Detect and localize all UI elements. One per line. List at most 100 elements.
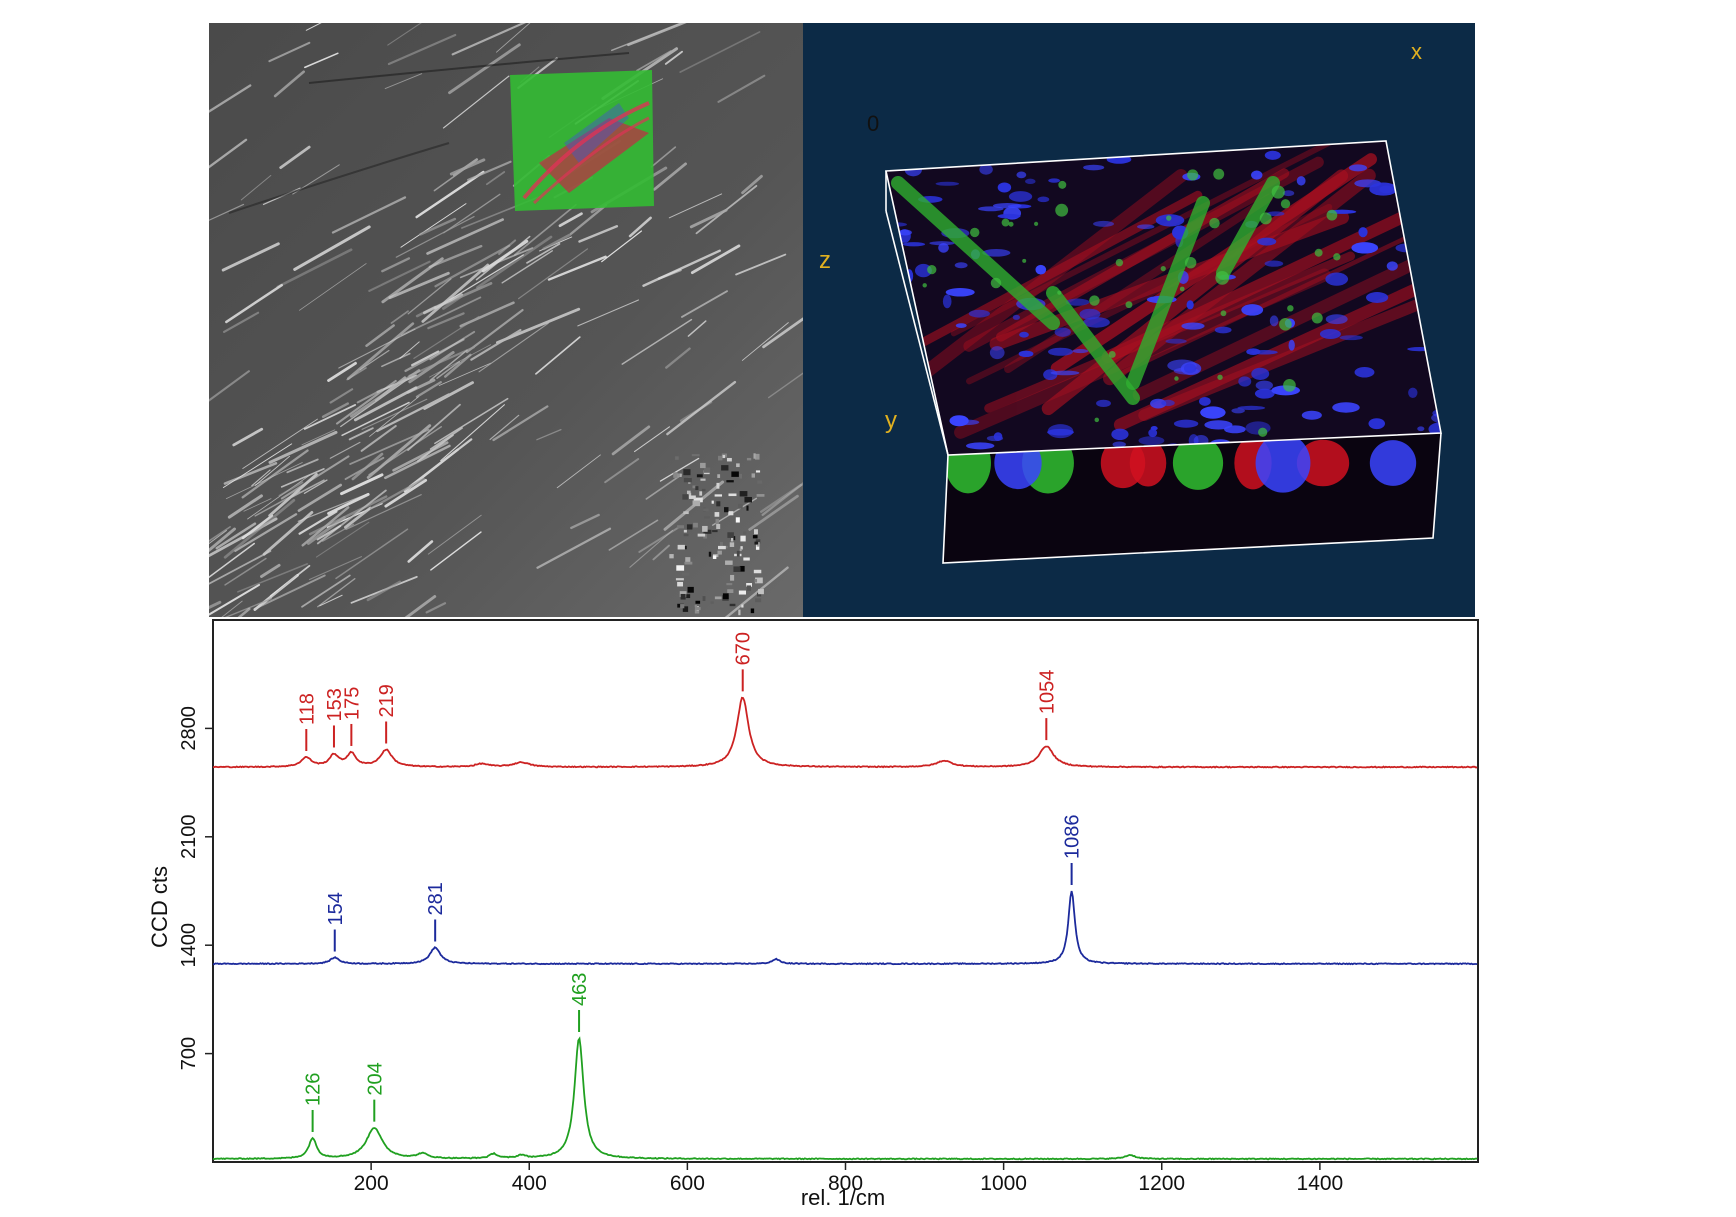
confocal-blue-blob <box>1264 150 1281 160</box>
sem-fiber <box>558 212 583 228</box>
sem-fiber <box>322 523 355 542</box>
confocal-blue-blob <box>1150 426 1158 431</box>
sem-fiber <box>652 544 670 561</box>
peak-label: 1086 <box>1062 814 1084 859</box>
confocal-green-speck <box>1125 301 1133 309</box>
confocal-red-fiber <box>950 141 1429 337</box>
sem-micrograph <box>163 0 835 631</box>
sem-fiber <box>621 318 693 365</box>
x-axis-label: rel. 1/cm <box>801 1185 885 1210</box>
sem-fiber <box>335 528 409 580</box>
sem-texture-speck <box>704 467 711 473</box>
sem-fiber <box>331 196 407 234</box>
sem-texture-speck <box>692 500 701 507</box>
sem-fiber <box>427 514 482 555</box>
sem-texture-speck <box>669 554 674 559</box>
confocal-cross-section-blob <box>1296 439 1350 487</box>
sem-texture-speck <box>716 523 721 529</box>
sem-fiber <box>388 271 450 300</box>
sem-texture-speck <box>710 601 714 604</box>
sem-fiber <box>415 381 442 398</box>
sem-texture-speck <box>730 536 734 542</box>
sem-fiber <box>291 479 325 498</box>
sem-micrograph-image <box>163 0 835 631</box>
sem-fiber <box>408 438 473 488</box>
peak-label: 126 <box>303 1073 325 1106</box>
sem-texture-speck <box>753 569 762 574</box>
sem-texture-speck <box>675 578 684 581</box>
sem-texture-speck <box>758 588 764 595</box>
sem-fiber <box>442 294 464 310</box>
sem-texture-speck <box>703 533 708 539</box>
sem-fiber <box>542 233 572 251</box>
confocal-cross-section-blob <box>1129 439 1167 487</box>
sem-fiber <box>404 338 465 373</box>
sem-texture-speck <box>673 472 678 478</box>
confocal-green-speck <box>1259 212 1272 225</box>
confocal-blue-blob <box>965 442 995 450</box>
sem-texture-speck <box>699 491 703 496</box>
confocal-blue-blob <box>1048 178 1061 183</box>
confocal-green-speck <box>1115 258 1124 267</box>
sem-fiber <box>407 540 434 563</box>
confocal-blue-blob <box>945 288 975 297</box>
sem-fiber <box>298 510 338 535</box>
confocal-blue-blob <box>1237 405 1266 411</box>
sem-fiber <box>451 20 528 56</box>
sem-fiber <box>636 50 672 72</box>
sem-fiber <box>517 248 589 300</box>
confocal-blue-blob <box>1079 308 1101 320</box>
peak-label: 153 <box>324 688 346 721</box>
sem-fiber <box>225 462 303 500</box>
confocal-blue-blob <box>1257 237 1277 246</box>
confocal-blue-blob <box>949 415 969 427</box>
confocal-cross-section-blob <box>1369 440 1417 486</box>
confocal-blue-blob <box>1161 399 1175 407</box>
confocal-blue-blob <box>1369 182 1398 196</box>
confocal-green-speck <box>1174 376 1179 381</box>
sem-fiber <box>395 215 475 258</box>
sem-texture-speck <box>717 550 722 555</box>
confocal-red-fiber <box>1101 141 1441 364</box>
sem-texture-speck <box>687 586 694 593</box>
confocal-blue-blob <box>1296 176 1306 186</box>
sem-fiber <box>526 243 561 264</box>
confocal-blue-blob <box>1096 399 1111 408</box>
peak-label: 154 <box>325 892 347 925</box>
sem-texture-speck <box>739 548 742 552</box>
sem-texture-speck <box>738 609 741 616</box>
sem-fiber <box>481 239 529 273</box>
sem-fiber <box>392 441 449 472</box>
sem-texture-speck <box>726 480 734 483</box>
confocal-blue-blob <box>992 203 1022 209</box>
sem-texture-speck <box>692 485 696 489</box>
confocal-blue-blob <box>1358 227 1368 238</box>
confocal-blue-blob <box>1204 420 1233 430</box>
sem-texture-speck <box>718 545 726 550</box>
sem-fiber <box>536 428 562 441</box>
sem-fiber <box>369 477 425 510</box>
sem-fiber <box>442 75 510 129</box>
sem-texture-speck <box>726 583 733 586</box>
sem-texture-speck <box>680 604 685 609</box>
x-tick-label: 1400 <box>1297 1172 1344 1195</box>
sem-fiber <box>268 41 311 63</box>
confocal-green-speck <box>1314 248 1323 257</box>
confocal-blue-blob <box>1019 331 1029 338</box>
sem-fiber <box>413 315 480 359</box>
sem-texture-speck <box>716 482 720 489</box>
sem-texture-speck <box>693 522 698 528</box>
sem-texture-speck <box>743 557 750 561</box>
sem-fiber <box>449 254 524 301</box>
confocal-blue-blob <box>1008 191 1033 202</box>
sem-texture-speck <box>688 492 692 499</box>
confocal-green-speck <box>1279 318 1292 331</box>
confocal-blue-blob <box>1269 315 1279 327</box>
sem-fiber <box>268 430 338 464</box>
sem-fiber <box>321 402 349 418</box>
sem-fiber <box>253 574 326 610</box>
confocal-green-band <box>1126 196 1210 390</box>
sem-fiber <box>297 493 370 522</box>
sem-texture-speck <box>717 455 723 461</box>
sem-fiber <box>570 513 600 530</box>
